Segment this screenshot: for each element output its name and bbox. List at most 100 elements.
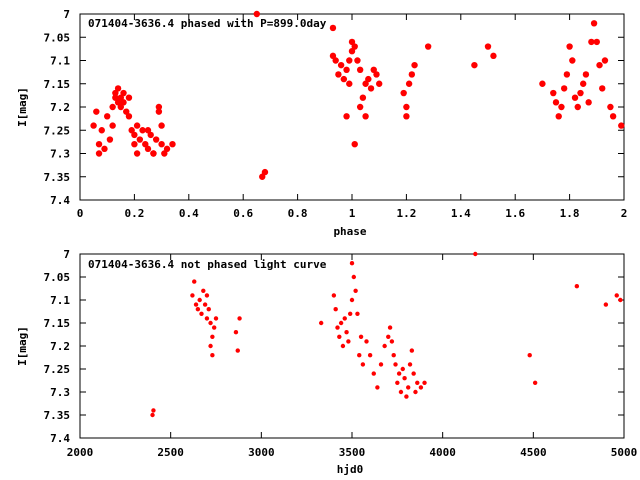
data-point bbox=[403, 103, 410, 111]
data-point bbox=[552, 99, 560, 106]
x-tick-label: 1 bbox=[349, 207, 356, 220]
data-point bbox=[139, 127, 146, 134]
data-point bbox=[348, 38, 356, 46]
data-point bbox=[343, 66, 350, 74]
data-point bbox=[601, 57, 609, 64]
data-point bbox=[337, 61, 345, 69]
data-point bbox=[580, 80, 587, 87]
data-point bbox=[358, 334, 364, 339]
data-point bbox=[386, 334, 391, 339]
y-tick-label: 7 bbox=[63, 8, 70, 21]
data-point bbox=[98, 127, 105, 134]
data-point bbox=[360, 362, 366, 367]
y-tick-label: 7.05 bbox=[44, 31, 71, 44]
chart-title: 071404-3636.4 phased with P=899.0day bbox=[88, 17, 327, 30]
x-tick-label: 1.8 bbox=[560, 207, 580, 220]
data-point bbox=[424, 43, 432, 50]
data-point bbox=[387, 325, 393, 330]
data-point bbox=[569, 57, 576, 64]
data-point bbox=[253, 10, 260, 18]
data-point bbox=[560, 85, 568, 92]
data-point bbox=[169, 141, 176, 148]
data-point bbox=[117, 94, 125, 101]
tick-group: 0 0.2 0.4 0.6 0.8 1 1.2 1.4 1.6 1.8 2 7 7.05 7.1 7.15 7… bbox=[44, 8, 628, 220]
data-point bbox=[199, 311, 204, 316]
data-point bbox=[109, 103, 116, 111]
data-point bbox=[574, 284, 580, 289]
data-point bbox=[128, 127, 135, 134]
data-point bbox=[566, 43, 573, 50]
data-point bbox=[365, 75, 372, 83]
data-point bbox=[370, 66, 377, 74]
data-point bbox=[403, 113, 410, 120]
data-point bbox=[539, 80, 546, 87]
data-point bbox=[210, 334, 215, 339]
data-point bbox=[351, 141, 358, 148]
tick-group: 2000 2500 3000 3500 4000 4500 5000 7 7.05 7.1 7.15… bbox=[44, 248, 638, 459]
data-point bbox=[150, 150, 157, 157]
data-point bbox=[237, 316, 242, 321]
y-tick-label: 7.3 bbox=[50, 148, 70, 161]
y-tick-label: 7.15 bbox=[44, 317, 71, 330]
data-point bbox=[329, 52, 337, 60]
y-tick-label: 7.25 bbox=[44, 363, 71, 376]
data-point bbox=[367, 353, 373, 358]
x-tick-label: 0.4 bbox=[179, 207, 199, 220]
data-point bbox=[337, 334, 342, 339]
data-point bbox=[144, 127, 152, 134]
data-point bbox=[211, 325, 217, 330]
data-point bbox=[261, 168, 269, 176]
y-tick-label: 7.05 bbox=[44, 271, 71, 284]
data-point bbox=[197, 297, 202, 303]
y-tick-label: 7.35 bbox=[44, 171, 71, 184]
data-point bbox=[150, 412, 155, 418]
x-tick-label: 3500 bbox=[339, 446, 366, 459]
x-tick-label: 0.8 bbox=[288, 207, 308, 220]
x-tick-label: 2500 bbox=[157, 446, 184, 459]
data-point bbox=[120, 89, 127, 97]
data-point bbox=[123, 108, 130, 115]
data-point bbox=[318, 320, 324, 326]
data-point bbox=[618, 297, 623, 303]
data-point bbox=[235, 348, 240, 353]
data-point bbox=[614, 293, 619, 298]
data-point bbox=[125, 94, 133, 101]
data-point bbox=[362, 113, 369, 120]
data-point bbox=[155, 108, 163, 115]
y-tick-label: 7 bbox=[63, 248, 70, 261]
data-point bbox=[357, 353, 362, 358]
data-point bbox=[195, 307, 201, 312]
data-point bbox=[112, 89, 119, 97]
data-point bbox=[208, 343, 213, 349]
data-point bbox=[408, 71, 416, 78]
data-point bbox=[331, 293, 337, 298]
data-point bbox=[201, 288, 206, 293]
data-point bbox=[133, 122, 141, 129]
data-point bbox=[353, 288, 358, 293]
data-point bbox=[364, 339, 369, 344]
data-point bbox=[333, 307, 338, 312]
y-tick-label: 7.4 bbox=[50, 194, 70, 207]
data-point bbox=[404, 394, 409, 399]
data-point bbox=[329, 24, 337, 32]
data-point bbox=[95, 141, 103, 148]
data-point bbox=[398, 389, 404, 395]
x-tick-label: 1.4 bbox=[451, 207, 471, 220]
data-point bbox=[422, 380, 427, 385]
data-point bbox=[347, 311, 353, 316]
data-point bbox=[335, 325, 340, 330]
data-point bbox=[351, 43, 358, 50]
x-tick-label: 4500 bbox=[520, 446, 547, 459]
data-point bbox=[342, 316, 347, 321]
data-point bbox=[532, 380, 538, 385]
data-point bbox=[104, 113, 111, 120]
data-point bbox=[402, 376, 407, 381]
data-points bbox=[90, 10, 625, 180]
data-point bbox=[356, 66, 364, 74]
data-point bbox=[375, 385, 380, 390]
data-point bbox=[490, 52, 497, 60]
data-point bbox=[210, 353, 215, 358]
data-point bbox=[90, 122, 97, 129]
plot-frame bbox=[79, 253, 625, 439]
